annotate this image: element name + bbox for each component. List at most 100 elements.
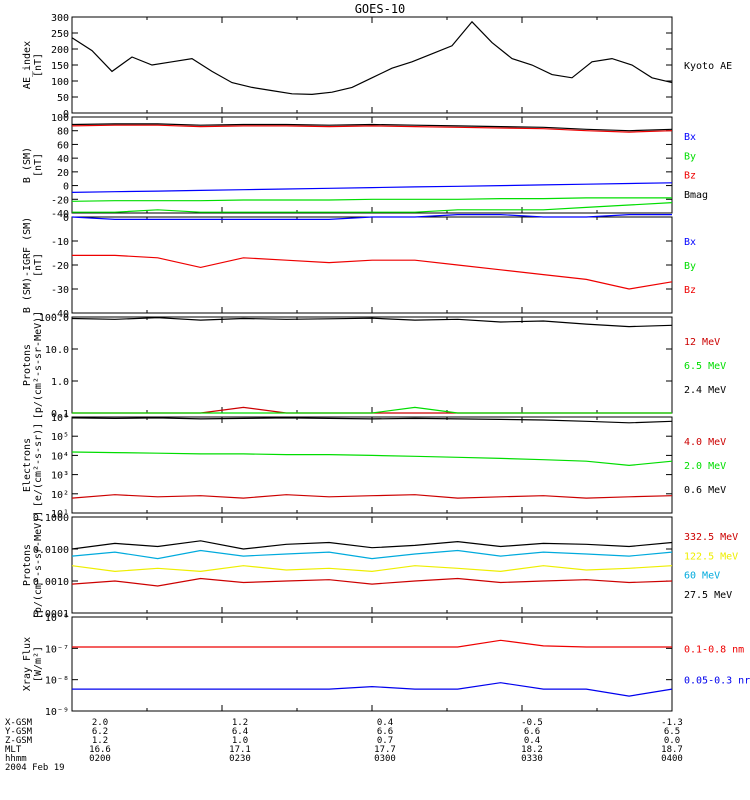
series-line-2 (71, 197, 672, 202)
y-tick-label: 100 (51, 77, 69, 88)
panel-frame (71, 316, 673, 414)
y-tick-label: 20 (57, 168, 69, 179)
footer-row-label: MLT (5, 745, 22, 755)
footer-value: 6.2 (92, 727, 108, 737)
y-tick-label: 0 (63, 109, 69, 120)
footer-row-label: Z-GSM (5, 736, 33, 746)
y-tick-label: 40 (57, 154, 69, 165)
panel-2: 100 80 60 40 20 0 -20 -40 B (SM)[nT] Bx By Bz Bmag (22, 113, 708, 220)
panel-frame (71, 216, 673, 314)
legend-entry: 27.5 MeV (684, 590, 732, 601)
y-tick-label: 0.1000 (33, 513, 69, 524)
y-tick-label: 10¹ (51, 509, 69, 520)
y-axis-label: B (SM)[nT] (22, 147, 44, 183)
series-line-2 (72, 202, 673, 213)
footer-value: 17.1 (229, 745, 251, 755)
footer-value: 2.0 (92, 718, 108, 728)
legend-entry: Bx (684, 132, 696, 143)
y-tick-label: -30 (51, 285, 69, 296)
legend-entry: 0.6 MeV (684, 485, 726, 496)
panel-5: 10⁶ 10⁴ 10² 10⁵ 10³ 10¹ Electrons[e/(cm²-s-sr)… (22, 413, 726, 520)
y-tick-label: 10⁵ (51, 432, 69, 443)
footer-value: 6.5 (664, 727, 680, 737)
legend-entry: 60 MeV (684, 571, 720, 582)
y-tick-label: 10⁶ (51, 413, 69, 424)
y-tick-label: 80 (57, 127, 69, 138)
y-tick-label: 60 (57, 140, 69, 151)
legend-entry: Bz (684, 171, 696, 182)
legend-entry: Bmag (684, 190, 708, 201)
series-line-3 (71, 549, 673, 560)
panel-frame (71, 516, 673, 614)
footer-value: 6.6 (524, 727, 540, 737)
panel-frame (71, 16, 673, 114)
series-line-1 (71, 577, 673, 587)
footer-value: 0.0 (664, 736, 680, 746)
footer-value: 6.4 (232, 727, 248, 737)
footer-value: 16.6 (89, 745, 111, 755)
y-axis-label: B (SM)-IGRF (SM)[nT] (22, 217, 44, 313)
footer-value: 0.4 (377, 718, 393, 728)
y-axis-label: Electrons[e/(cm²-s-sr)] (22, 423, 44, 507)
series-line-1 (71, 182, 673, 193)
y-tick-label: 300 (51, 13, 69, 24)
y-tick-label: 150 (51, 61, 69, 72)
y-tick-label: 1.0 (51, 377, 69, 388)
series-line-4 (71, 123, 673, 132)
footer-value: 0230 (229, 754, 251, 764)
y-tick-label: 50 (57, 93, 69, 104)
y-tick-label: 0.1 (51, 409, 69, 420)
y-tick-label: 10⁴ (51, 451, 69, 462)
y-tick-label: 10⁻⁹ (45, 707, 69, 718)
panel-7: 10⁻⁶ 10⁻⁷ 10⁻⁸ 10⁻⁹ Xray Flux[W/m²] 0.1-0.8 n… (22, 613, 750, 718)
y-tick-label: 100.0 (39, 313, 69, 324)
footer-date: 2004 Feb 19 (5, 763, 65, 773)
legend-entry: 6.5 MeV (684, 361, 726, 372)
y-tick-label: 10² (51, 490, 69, 501)
panel-frame (71, 416, 673, 514)
series-line-3 (71, 417, 673, 424)
series-line-1 (71, 214, 672, 220)
y-axis-label: AE_index[nT] (22, 41, 44, 89)
legend-entry: Bz (684, 285, 696, 296)
y-tick-label: 0.0001 (33, 609, 69, 620)
panel-4: 100.0 10.0 1.0 0.1 Protons[p/(cm²-s-sr-MeV)]… (22, 311, 726, 420)
y-tick-label: -20 (51, 261, 69, 272)
y-tick-label: 100 (51, 113, 69, 124)
y-tick-label: 10⁻⁶ (45, 613, 69, 624)
series-line-2 (72, 406, 672, 414)
footer-row-label: hhmm (5, 754, 27, 764)
y-tick-label: -40 (51, 209, 69, 220)
footer-value: 1.2 (232, 718, 248, 728)
legend-entry: 2.4 MeV (684, 385, 726, 396)
footer-value: 17.7 (374, 745, 396, 755)
legend-entry: By (684, 151, 696, 162)
y-tick-label: 0 (63, 213, 69, 224)
panel-frame (71, 116, 673, 214)
legend-entry: 0.05-0.3 nr (684, 676, 750, 687)
y-tick-label: 0.0100 (33, 545, 69, 556)
footer-value: 1.0 (232, 736, 248, 746)
footer-value: 18.2 (521, 745, 543, 755)
y-tick-label: 10⁻⁸ (45, 676, 69, 687)
legend-entry: Bx (684, 237, 696, 248)
y-tick-label: -10 (51, 237, 69, 248)
footer-value: 6.6 (377, 727, 393, 737)
footer-row-label: Y-GSM (5, 727, 33, 737)
y-tick-label: 250 (51, 29, 69, 40)
series-line-3 (71, 124, 673, 133)
footer-value: 0330 (521, 754, 543, 764)
y-axis-label: Protons[p/(cm²-s-sr-MeV)] (22, 511, 44, 619)
footer-value: 0200 (89, 754, 111, 764)
y-tick-label: 10⁻⁷ (45, 644, 69, 655)
footer-value: 18.7 (661, 745, 683, 755)
series-line-4 (71, 540, 673, 550)
series-line-2 (71, 565, 673, 573)
plot-title: GOES-10 (355, 2, 406, 16)
legend-entry: 0.1-0.8 nm (684, 644, 744, 655)
y-axis-label: Xray Flux[W/m²] (22, 637, 44, 691)
y-tick-label: 0 (63, 182, 69, 193)
footer-value: 0400 (661, 754, 683, 764)
